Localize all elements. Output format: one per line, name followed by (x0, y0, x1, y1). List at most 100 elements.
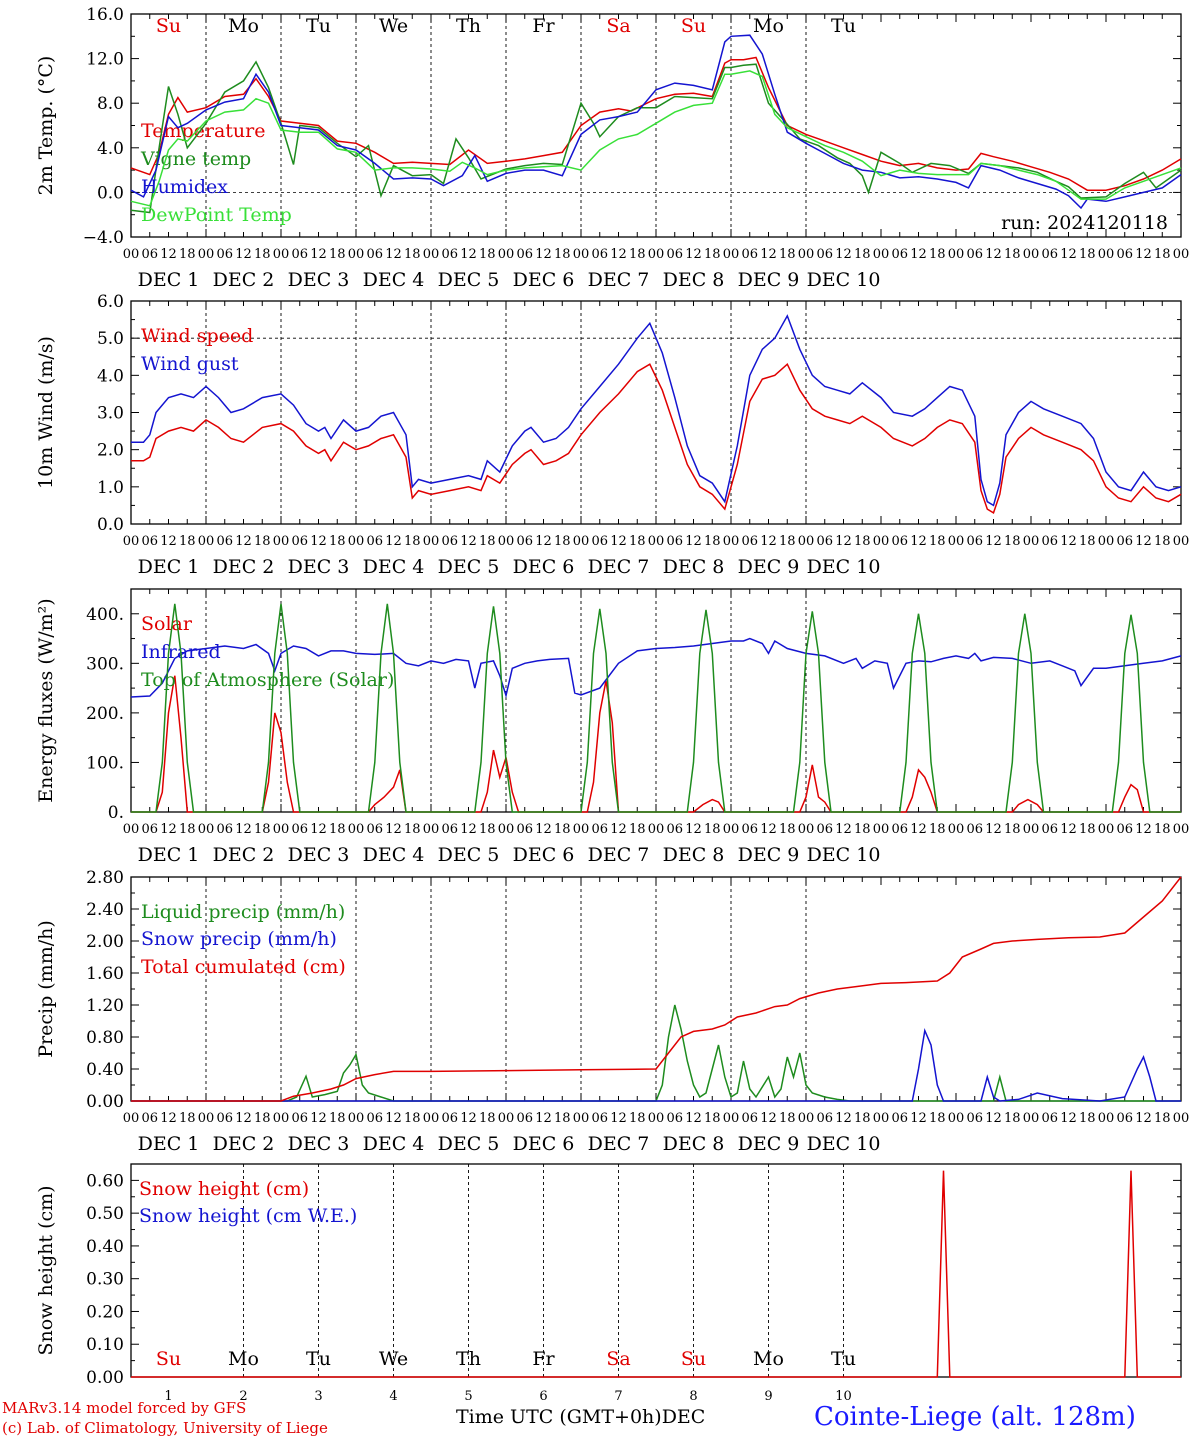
y-axis-label: Energy fluxes (W/m²) (35, 598, 57, 802)
x-hour-tick-label: 12 (535, 1111, 552, 1126)
x-hour-tick-label: 06 (966, 247, 983, 262)
x-hour-tick-label: 18 (254, 1111, 271, 1126)
legend-entry: Solar (141, 613, 193, 635)
footer-model-text: MARv3.14 model forced by GFS (2, 1399, 247, 1417)
x-hour-tick-label: 18 (704, 247, 721, 262)
x-hour-tick-label: 12 (1135, 534, 1152, 549)
x-hour-tick-label: 06 (216, 534, 233, 549)
x-hour-tick-label: 06 (516, 534, 533, 549)
x-hour-tick-label: 06 (966, 534, 983, 549)
x-hour-tick-label: 00 (1098, 1111, 1115, 1126)
x-hour-tick-label: 00 (348, 1111, 365, 1126)
x-hour-tick-label: 06 (1041, 822, 1058, 837)
x-hour-tick-label: 06 (741, 247, 758, 262)
x-hour-tick-label: 00 (198, 1111, 215, 1126)
x-hour-tick-label: 12 (385, 534, 402, 549)
x-hour-tick-label: 06 (516, 247, 533, 262)
x-hour-tick-label: 12 (1060, 247, 1077, 262)
weekday-label: Tu (831, 1348, 856, 1370)
x-hour-tick-label: 12 (160, 1111, 177, 1126)
x-hour-tick-label: 12 (985, 1111, 1002, 1126)
x-date-label: DEC 5 (438, 844, 500, 866)
x-date-label: DEC 9 (738, 269, 800, 291)
x-hour-tick-label: 12 (610, 822, 627, 837)
weekday-label: We (379, 1348, 408, 1370)
x-hour-tick-label: 18 (929, 822, 946, 837)
x-hour-tick-label: 06 (1116, 534, 1133, 549)
station-title: Cointe-Liege (alt. 128m) (814, 1402, 1136, 1432)
x-hour-tick-label: 06 (741, 822, 758, 837)
x-hour-tick-label: 06 (891, 822, 908, 837)
x-hour-tick-label: 00 (123, 1111, 140, 1126)
x-hour-tick-label: 06 (366, 247, 383, 262)
day-number-label: 7 (614, 1389, 622, 1404)
legend-entry: Liquid precip (mm/h) (141, 901, 345, 923)
x-hour-tick-label: 06 (291, 1111, 308, 1126)
x-date-label: DEC 7 (588, 269, 650, 291)
x-hour-tick-label: 00 (498, 247, 515, 262)
x-hour-tick-label: 18 (329, 247, 346, 262)
x-hour-tick-label: 06 (966, 822, 983, 837)
x-hour-tick-label: 12 (235, 247, 252, 262)
x-hour-tick-label: 00 (648, 822, 665, 837)
x-date-label: DEC 1 (138, 1133, 200, 1155)
x-hour-tick-label: 00 (423, 822, 440, 837)
x-hour-tick-label: 12 (1135, 1111, 1152, 1126)
x-hour-tick-label: 12 (610, 534, 627, 549)
x-hour-tick-label: 18 (1154, 1111, 1171, 1126)
x-hour-tick-label: 18 (629, 822, 646, 837)
x-hour-tick-label: 18 (1004, 1111, 1021, 1126)
x-hour-tick-label: 06 (966, 1111, 983, 1126)
x-hour-tick-label: 00 (948, 822, 965, 837)
x-hour-tick-label: 18 (779, 1111, 796, 1126)
x-hour-tick-label: 06 (891, 534, 908, 549)
x-hour-tick-label: 00 (1173, 534, 1190, 549)
x-hour-tick-label: 18 (479, 534, 496, 549)
x-hour-tick-label: 18 (1154, 822, 1171, 837)
y-tick-label: −4.0 (83, 228, 124, 248)
x-hour-tick-label: 12 (535, 534, 552, 549)
x-hour-tick-label: 18 (704, 1111, 721, 1126)
weekday-label: Su (156, 15, 181, 37)
x-date-label: DEC 5 (438, 269, 500, 291)
y-tick-label: 1.0 (97, 478, 124, 498)
x-date-label: DEC 8 (663, 269, 725, 291)
y-tick-label: 2.80 (86, 868, 124, 888)
x-hour-tick-label: 00 (198, 534, 215, 549)
x-hour-tick-label: 00 (873, 534, 890, 549)
weekday-label: Mo (753, 15, 784, 37)
weekday-label: Tu (306, 15, 331, 37)
x-hour-tick-label: 00 (348, 822, 365, 837)
x-hour-tick-label: 06 (441, 822, 458, 837)
x-hour-tick-label: 12 (535, 822, 552, 837)
x-date-label: DEC 4 (363, 844, 425, 866)
day-number-label: 10 (835, 1389, 852, 1404)
x-hour-tick-label: 12 (310, 822, 327, 837)
x-hour-tick-label: 18 (1004, 822, 1021, 837)
x-hour-tick-label: 12 (1060, 822, 1077, 837)
x-date-label: DEC 7 (588, 1133, 650, 1155)
x-hour-tick-label: 12 (685, 1111, 702, 1126)
x-hour-tick-label: 00 (1098, 247, 1115, 262)
series-line (131, 1027, 1181, 1102)
x-hour-tick-label: 12 (985, 534, 1002, 549)
x-hour-tick-label: 18 (179, 247, 196, 262)
x-hour-tick-label: 06 (141, 534, 158, 549)
x-hour-tick-label: 06 (891, 1111, 908, 1126)
x-date-label: DEC 10 (807, 1133, 881, 1155)
x-date-label: DEC 1 (138, 556, 200, 578)
weekday-label: Sa (606, 15, 630, 37)
legend-entry: DewPoint Temp (141, 204, 292, 226)
x-hour-tick-label: 00 (873, 247, 890, 262)
x-date-label: DEC 2 (213, 269, 275, 291)
legend-entry: Wind speed (141, 325, 253, 347)
x-hour-tick-label: 12 (310, 247, 327, 262)
x-hour-tick-label: 06 (441, 534, 458, 549)
x-hour-tick-label: 00 (423, 534, 440, 549)
x-date-label: DEC 2 (213, 556, 275, 578)
x-hour-tick-label: 00 (723, 534, 740, 549)
x-hour-tick-label: 06 (741, 534, 758, 549)
x-date-label: DEC 6 (513, 1133, 575, 1155)
y-tick-label: 0.00 (86, 1368, 124, 1388)
